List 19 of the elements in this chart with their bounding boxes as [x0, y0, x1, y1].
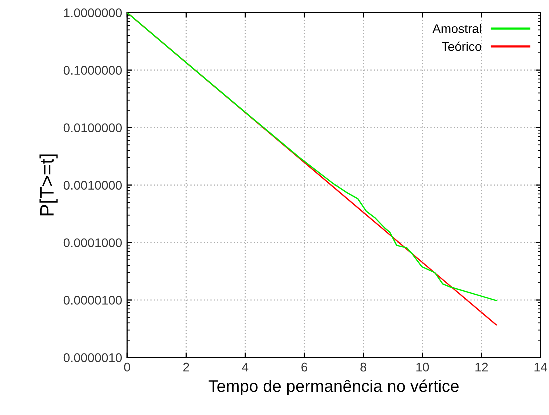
x-tick-label: 4	[242, 363, 249, 372]
x-tick-label: 8	[360, 362, 367, 372]
x-tick-label: 6	[302, 362, 308, 372]
x-tick-label: 14	[534, 363, 548, 372]
legend-label: Teórico	[442, 42, 482, 52]
y-tick-label: 0.0000100	[64, 296, 122, 305]
y-tick-label: 0.1000000	[64, 66, 122, 75]
y-tick-label: 0.0000010	[64, 354, 122, 362]
legend-label: Amostral	[432, 24, 482, 34]
x-tick-label: 0	[124, 362, 130, 372]
y-tick-label: 1.0000000	[64, 8, 122, 18]
x-tick-label: 2	[184, 362, 190, 372]
x-tick-label: 10	[416, 362, 430, 372]
x-axis-title: Tempo de permanência no vértice	[208, 380, 459, 396]
y-tick-label: 0.0010000	[64, 181, 122, 190]
y-tick-label: 0.0001000	[64, 238, 122, 248]
y-tick-label: 0.0100000	[64, 124, 122, 132]
x-tick-label: 12	[476, 362, 488, 372]
y-axis-title: P[T>=t]	[40, 154, 58, 216]
